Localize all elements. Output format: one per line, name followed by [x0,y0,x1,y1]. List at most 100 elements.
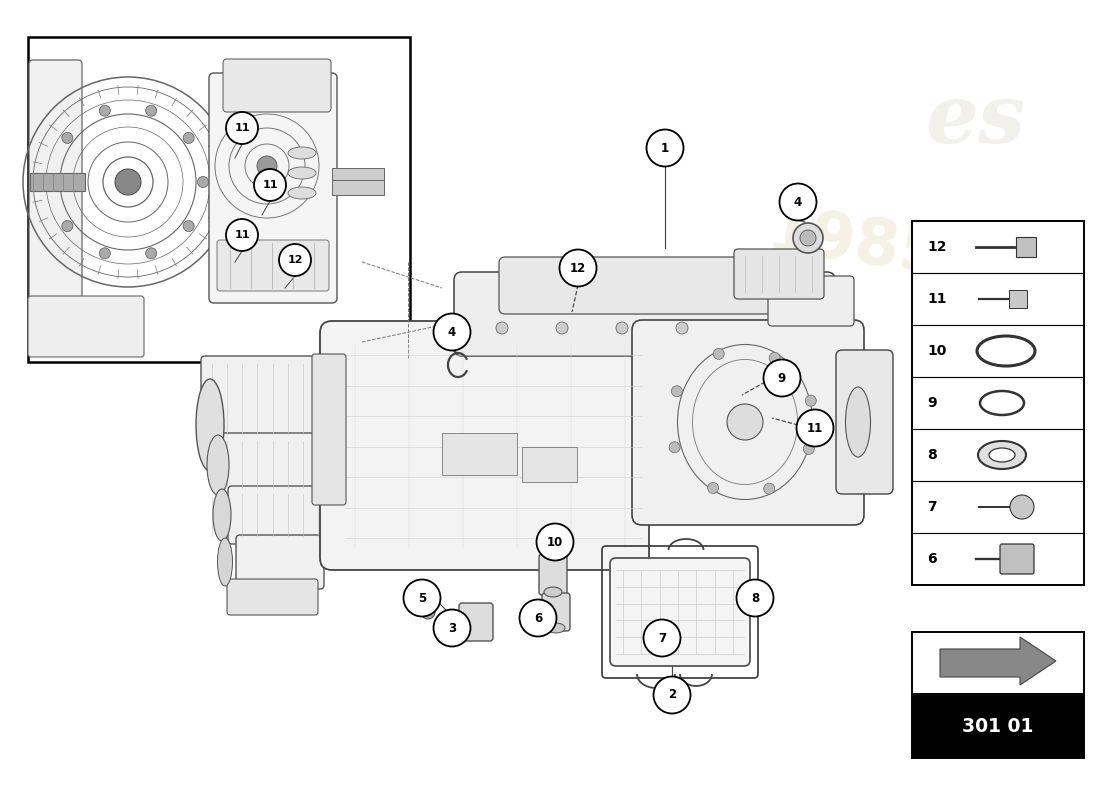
Text: 301 01: 301 01 [962,718,1034,737]
Text: 11: 11 [234,230,250,240]
Ellipse shape [207,435,229,495]
Text: 11: 11 [262,180,277,190]
Ellipse shape [196,379,224,471]
Text: 1: 1 [661,142,669,154]
Text: europes: europes [258,327,741,433]
Circle shape [676,322,688,334]
Text: 11: 11 [807,422,823,434]
Circle shape [653,677,691,714]
Bar [332,168,384,180]
Text: es: es [925,80,1025,160]
Circle shape [537,523,573,561]
Text: 4: 4 [448,326,456,338]
FancyBboxPatch shape [28,296,144,357]
Polygon shape [940,637,1056,685]
Ellipse shape [288,167,316,179]
FancyBboxPatch shape [209,73,337,303]
Text: 5: 5 [418,591,426,605]
FancyBboxPatch shape [223,59,331,112]
Circle shape [62,133,73,143]
Circle shape [99,248,110,259]
FancyBboxPatch shape [768,276,854,326]
Circle shape [763,483,774,494]
Circle shape [647,130,683,166]
Circle shape [780,183,816,221]
Text: 7: 7 [658,631,667,645]
Text: 8: 8 [751,591,759,605]
FancyBboxPatch shape [542,593,570,631]
Text: 7: 7 [927,500,936,514]
Bar [1009,290,1027,308]
Circle shape [769,352,780,363]
Ellipse shape [989,448,1015,462]
FancyBboxPatch shape [218,433,334,496]
Text: 6: 6 [534,611,542,625]
Ellipse shape [846,387,870,457]
Text: 9: 9 [778,371,786,385]
Circle shape [1010,495,1034,519]
Circle shape [796,410,834,446]
Text: 12: 12 [927,240,946,254]
FancyBboxPatch shape [499,257,823,314]
FancyBboxPatch shape [912,632,1084,694]
Circle shape [184,221,195,231]
Circle shape [556,322,568,334]
FancyBboxPatch shape [29,60,82,304]
FancyBboxPatch shape [320,321,649,570]
Circle shape [184,133,195,143]
Text: 3: 3 [448,622,456,634]
Text: 12: 12 [287,255,303,265]
FancyBboxPatch shape [836,350,893,494]
Circle shape [145,248,156,259]
FancyBboxPatch shape [227,579,318,615]
Text: 10: 10 [547,535,563,549]
Circle shape [727,404,763,440]
FancyBboxPatch shape [539,554,566,595]
Circle shape [763,359,801,397]
FancyBboxPatch shape [217,240,329,291]
Bar [28,37,410,362]
FancyBboxPatch shape [228,486,328,544]
FancyBboxPatch shape [236,535,324,589]
Ellipse shape [288,147,316,159]
Circle shape [707,482,718,494]
Bar [1016,237,1036,257]
FancyBboxPatch shape [312,354,346,505]
Text: 11: 11 [234,123,250,133]
Text: 12: 12 [570,262,586,274]
Text: 1985: 1985 [762,202,947,288]
Circle shape [671,386,682,397]
Circle shape [433,314,471,350]
Circle shape [803,443,814,454]
Text: 11: 11 [927,292,946,306]
Circle shape [793,223,823,253]
Ellipse shape [544,587,562,597]
Text: 8: 8 [927,448,937,462]
FancyBboxPatch shape [459,603,493,641]
Circle shape [616,322,628,334]
Text: 4: 4 [794,195,802,209]
Circle shape [669,442,680,453]
Circle shape [404,579,440,617]
Circle shape [226,112,258,144]
Bar [30,173,85,191]
Text: 2: 2 [668,689,676,702]
Circle shape [519,599,557,637]
Bar [442,433,517,475]
Circle shape [800,230,816,246]
Circle shape [257,156,277,176]
Circle shape [145,105,156,116]
FancyBboxPatch shape [201,356,334,442]
FancyBboxPatch shape [1000,544,1034,574]
Bar [912,696,1084,758]
Bar [912,221,1084,585]
Circle shape [560,250,596,286]
Circle shape [737,579,773,617]
FancyBboxPatch shape [454,272,835,356]
Ellipse shape [218,538,232,586]
Text: 6: 6 [927,552,936,566]
Circle shape [47,177,58,187]
FancyBboxPatch shape [610,558,750,666]
Circle shape [421,605,434,619]
Circle shape [433,610,471,646]
